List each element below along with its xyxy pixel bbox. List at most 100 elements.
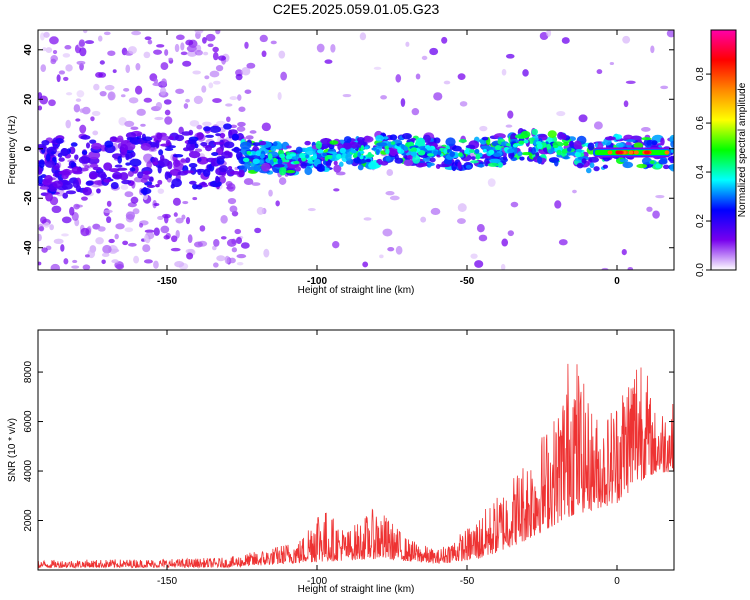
spectral-blob xyxy=(70,142,78,147)
spectral-blob xyxy=(142,244,151,253)
spectral-blob xyxy=(181,214,186,220)
spectral-blob xyxy=(604,136,616,141)
spectral-blob xyxy=(236,126,246,132)
spectral-blob xyxy=(400,98,406,107)
x-tick-label: -50 xyxy=(460,576,475,587)
spectral-blob xyxy=(237,121,246,127)
spectral-blob xyxy=(185,39,194,46)
spectral-blob xyxy=(500,263,506,270)
spectral-blob xyxy=(465,164,472,169)
y-tick-label: 6000 xyxy=(23,410,34,433)
spectral-blob xyxy=(125,211,136,220)
spectral-blob xyxy=(38,233,42,242)
spectral-blob xyxy=(155,139,160,149)
spectral-blob xyxy=(209,180,222,188)
spectral-blob xyxy=(401,144,405,149)
spectral-blob xyxy=(85,142,91,149)
spectral-blob xyxy=(44,175,53,184)
spectral-blob xyxy=(199,225,206,232)
spectral-blob xyxy=(364,146,369,150)
spectral-blob xyxy=(300,161,307,169)
spectral-blob xyxy=(433,137,441,144)
x-tick-label: 0 xyxy=(614,576,620,587)
spectral-blob xyxy=(242,157,250,163)
spectral-blob xyxy=(205,145,212,152)
spectral-blob xyxy=(365,158,372,163)
spectral-blob xyxy=(140,123,146,127)
spectral-blob xyxy=(144,36,152,41)
spectral-blob xyxy=(625,80,636,84)
spectral-blob xyxy=(227,197,237,205)
spectral-blob xyxy=(512,144,518,148)
spectral-blob xyxy=(502,155,508,161)
spectral-blob xyxy=(410,151,417,157)
spectral-blob xyxy=(324,155,329,162)
spectral-blob xyxy=(137,171,144,179)
spectral-blob xyxy=(471,156,476,161)
spectral-blob xyxy=(38,159,45,169)
spectral-blob xyxy=(531,147,536,155)
spectral-blob xyxy=(156,44,165,48)
spectral-blob xyxy=(273,141,278,147)
spectral-blob xyxy=(660,157,668,164)
spectral-blob xyxy=(175,229,180,239)
spectral-blob xyxy=(209,125,222,133)
spectral-blob xyxy=(332,241,340,249)
spectral-blob xyxy=(160,62,169,71)
spectral-blob xyxy=(325,160,332,168)
spectral-blob xyxy=(237,94,242,101)
spectral-blob xyxy=(52,140,57,144)
spectral-blob xyxy=(627,267,634,270)
spectral-blob xyxy=(229,205,238,213)
spectral-blob xyxy=(195,184,203,190)
spectral-blob xyxy=(174,260,185,268)
spectral-blob xyxy=(186,45,197,53)
spectral-blob xyxy=(506,143,511,147)
spectral-blob xyxy=(188,151,201,159)
spectral-blob xyxy=(412,154,421,164)
spectral-blob xyxy=(208,82,214,89)
spectral-blob xyxy=(153,227,160,236)
spectral-blob xyxy=(359,32,367,41)
spectral-blob xyxy=(99,90,107,97)
spectral-blob xyxy=(357,164,364,171)
spectral-blob xyxy=(38,92,43,100)
spectral-blob xyxy=(589,162,595,169)
spectral-blob xyxy=(173,154,184,158)
x-tick-label: -150 xyxy=(157,576,177,587)
spectral-blob xyxy=(183,103,189,109)
spectral-blob xyxy=(429,157,436,163)
spectral-blob xyxy=(211,151,219,157)
spectral-blob xyxy=(60,147,69,157)
spectral-blob xyxy=(216,255,226,262)
spectral-blob xyxy=(507,110,514,119)
spectral-blob xyxy=(457,203,467,212)
spectral-blob xyxy=(182,200,189,205)
spectral-blob xyxy=(91,142,102,150)
spectral-blob xyxy=(58,70,66,75)
spectral-blob xyxy=(91,110,101,116)
spectral-blob xyxy=(95,237,104,245)
spectral-blob xyxy=(121,179,132,185)
spectral-blob xyxy=(443,80,451,85)
spectral-blob xyxy=(226,183,236,192)
spectral-blob xyxy=(163,235,170,240)
spectral-blob xyxy=(202,36,207,44)
spectral-blob xyxy=(535,151,540,158)
spectral-blob xyxy=(164,171,170,180)
spectral-blob xyxy=(82,264,91,270)
spectral-blob xyxy=(205,33,216,42)
spectral-blob xyxy=(153,202,160,207)
spectral-blob xyxy=(155,184,160,188)
spectral-blob xyxy=(75,118,81,122)
spectral-blob xyxy=(103,162,113,171)
spectral-blob xyxy=(350,149,357,154)
spectral-blob xyxy=(92,130,99,136)
snr-marks xyxy=(38,363,674,569)
spectral-blob xyxy=(204,75,210,80)
spectral-blob xyxy=(304,140,311,146)
spectral-blob xyxy=(497,162,504,168)
spectrogram-x-ticks: -150 -100 -50 0 xyxy=(157,30,620,287)
spectral-blob xyxy=(155,101,163,110)
spectral-blob xyxy=(429,47,439,56)
